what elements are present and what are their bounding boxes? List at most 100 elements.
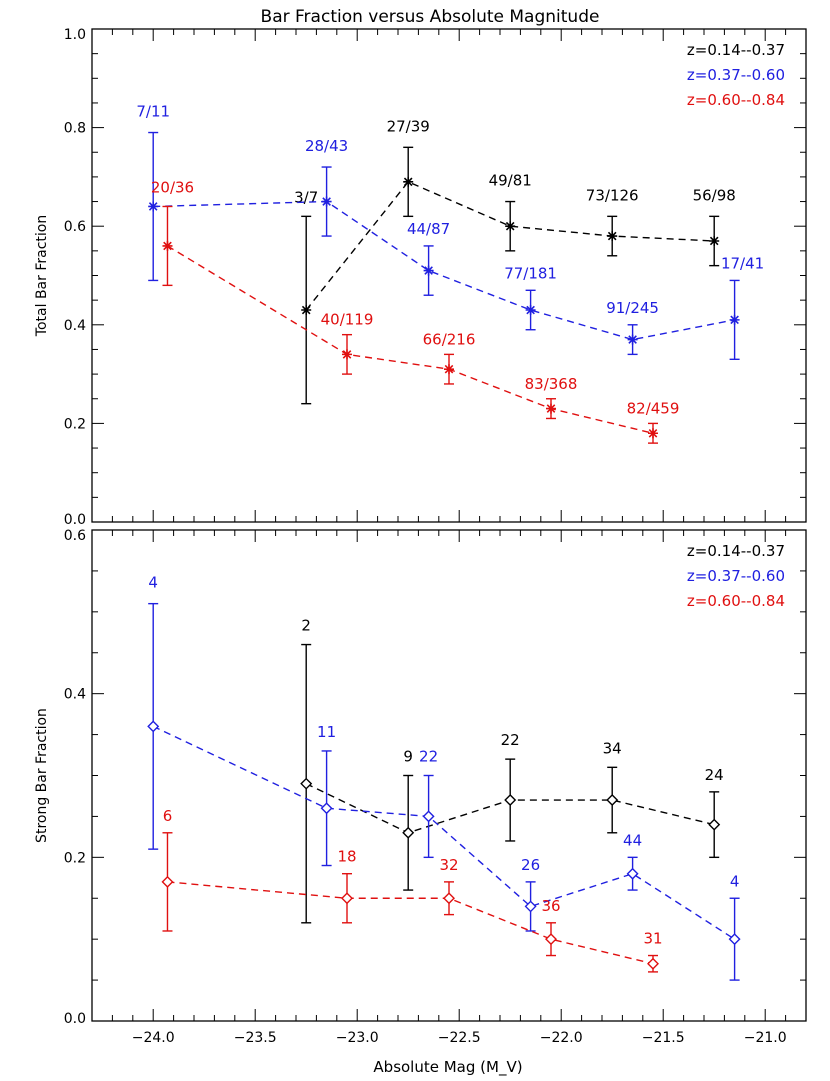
data-point — [148, 201, 159, 212]
data-label: 44 — [623, 831, 642, 849]
data-label: 6 — [163, 807, 173, 825]
chart-panel-strong: −24.0 −23.5 −23.0 −22.5 −22.0 −21.5 −21.0 0.0 0.… — [34, 528, 807, 1046]
y-tick-label: 0.4 — [64, 687, 86, 703]
data-label: 34 — [603, 739, 622, 757]
data-label: 28/43 — [305, 137, 348, 155]
data-label: 73/126 — [586, 186, 639, 204]
data-label: 18 — [337, 848, 356, 866]
data-point — [606, 794, 619, 807]
data-label: 11 — [317, 723, 336, 741]
series-line — [305, 180, 715, 311]
data-label: 77/181 — [504, 264, 557, 282]
data-point — [627, 334, 638, 345]
y-tick-label: 0.6 — [64, 528, 86, 544]
data-label: 56/98 — [693, 186, 736, 204]
data-label: 31 — [643, 930, 662, 948]
x-tick-label: −21.0 — [744, 1030, 787, 1046]
y-axis-label: Total Bar Fraction — [34, 215, 50, 337]
series-red: 20/36 40/119 66/216 83/368 82/459 — [151, 178, 680, 444]
data-point — [626, 867, 639, 880]
y-tick-label: 0.2 — [64, 416, 86, 432]
data-point — [545, 933, 557, 946]
y-axis-label: Strong Bar Fraction — [34, 708, 50, 843]
legend-entry: z=0.37--0.60 — [687, 567, 785, 585]
chart-panels: 0.0 0.2 0.4 0.6 0.8 1.0 Total Bar Fraction z=0.… — [34, 27, 807, 1046]
data-label: 4 — [148, 574, 158, 592]
data-point — [423, 265, 434, 276]
data-label: 7/11 — [136, 103, 170, 121]
data-point — [647, 957, 659, 970]
x-tick-label: −23.0 — [336, 1030, 379, 1046]
y-tick-label: 0.4 — [64, 318, 86, 334]
legend-entry: z=0.60--0.84 — [687, 592, 785, 610]
series-line — [152, 725, 735, 940]
data-label: 4 — [730, 872, 740, 890]
x-tick-label: −22.0 — [540, 1030, 583, 1046]
data-point — [161, 875, 174, 888]
data-point — [342, 349, 352, 360]
data-point — [422, 810, 435, 823]
data-label: 27/39 — [387, 117, 430, 135]
y-tick-label: 0.8 — [64, 121, 86, 137]
series-black: 3/7 27/39 49/81 73/126 56/98 — [294, 117, 736, 405]
data-point — [525, 305, 536, 316]
series-black: 2 9 22 34 24 — [300, 617, 724, 924]
x-tick-label: −21.5 — [642, 1030, 685, 1046]
data-label: 40/119 — [321, 311, 374, 329]
data-point — [607, 231, 618, 242]
data-label: 83/368 — [525, 375, 578, 393]
series-line — [167, 881, 654, 965]
data-point — [708, 818, 721, 831]
x-axis-label: Absolute Mag (M_V) — [373, 1058, 522, 1077]
data-point — [728, 933, 741, 946]
data-label: 22 — [419, 748, 438, 766]
data-point — [403, 176, 414, 187]
x-tick-label: −22.5 — [438, 1030, 481, 1046]
data-label: 17/41 — [721, 254, 764, 272]
data-label: 20/36 — [151, 178, 194, 196]
data-point — [402, 826, 415, 839]
data-point — [320, 802, 333, 815]
data-point — [162, 240, 173, 251]
data-point — [443, 892, 455, 905]
chart-title: Bar Fraction versus Absolute Magnitude — [261, 7, 600, 27]
data-point — [709, 235, 720, 246]
y-tick-label: 0.0 — [64, 512, 86, 528]
data-point — [648, 428, 658, 439]
data-label: 32 — [439, 856, 458, 874]
x-tick-label: −24.0 — [132, 1030, 175, 1046]
data-point — [300, 777, 313, 790]
y-tick-label: 0.0 — [64, 1011, 86, 1027]
legend-entry: z=0.14--0.37 — [687, 41, 785, 59]
data-label: 26 — [521, 856, 540, 874]
data-point — [147, 720, 160, 733]
series-blue: 7/11 28/43 44/87 77/181 91/245 17/41 — [136, 103, 764, 361]
data-label: 66/216 — [423, 330, 476, 348]
data-point — [301, 305, 312, 316]
series-line — [167, 245, 654, 434]
y-tick-label: 1.0 — [64, 27, 86, 43]
data-point — [321, 196, 332, 207]
series-line — [153, 200, 735, 341]
series-red: 6 18 32 36 31 — [161, 807, 663, 973]
data-point — [524, 900, 537, 913]
legend-entry: z=0.60--0.84 — [687, 91, 785, 109]
data-label: 91/245 — [606, 299, 659, 317]
data-label: 22 — [501, 731, 520, 749]
data-point — [546, 403, 556, 414]
data-point — [505, 221, 516, 232]
data-label: 44/87 — [407, 220, 450, 238]
chart-panel-total: 0.0 0.2 0.4 0.6 0.8 1.0 Total Bar Fraction z=0.… — [34, 27, 807, 528]
legend-entry: z=0.37--0.60 — [687, 66, 785, 84]
data-point — [504, 794, 517, 807]
x-tick-label: −23.5 — [234, 1030, 277, 1046]
data-label: 82/459 — [627, 399, 680, 417]
data-label: 24 — [705, 766, 724, 784]
data-label: 2 — [301, 617, 311, 635]
data-label: 9 — [403, 748, 413, 766]
data-point — [341, 892, 353, 905]
data-point — [729, 314, 740, 325]
data-label: 3/7 — [294, 188, 318, 206]
